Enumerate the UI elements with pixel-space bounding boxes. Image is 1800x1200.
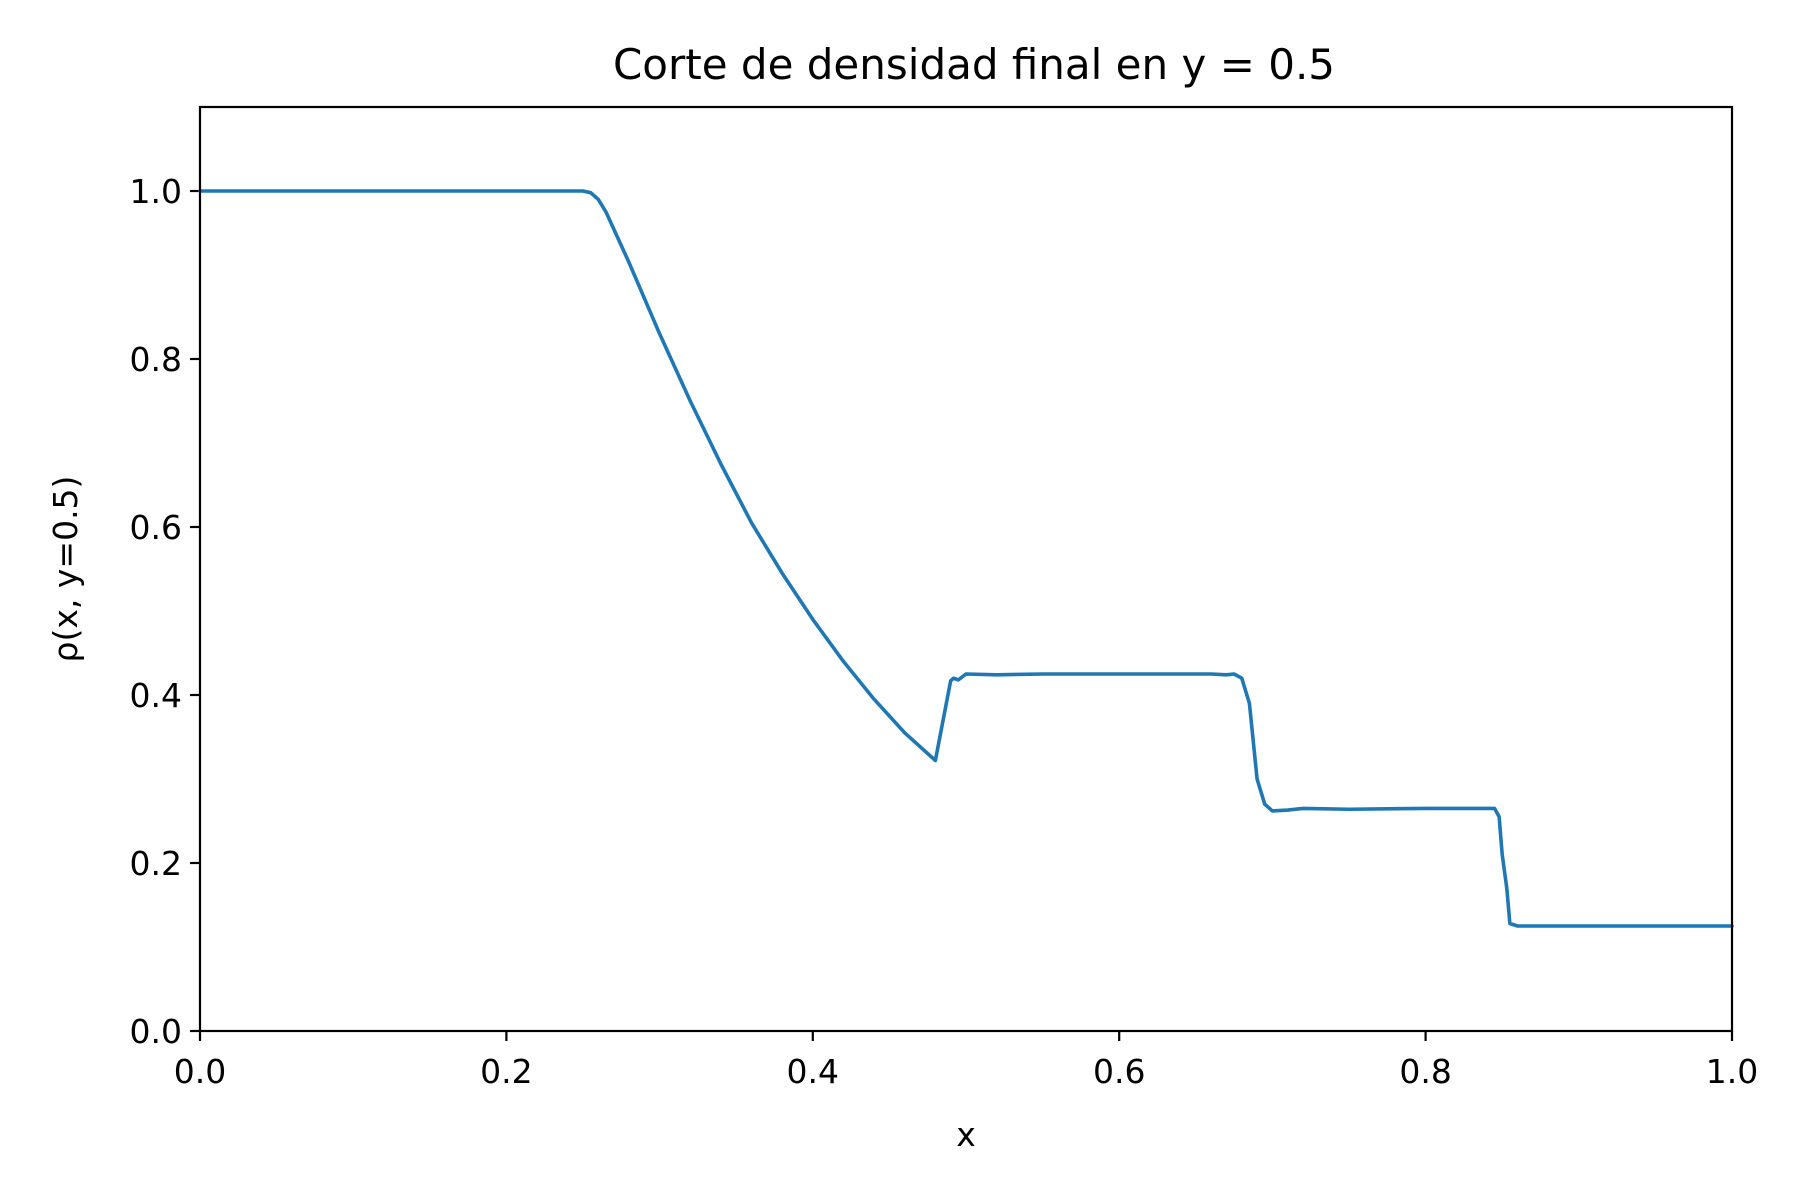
y-tick-label: 0.6 — [130, 508, 182, 547]
y-tick-label: 1.0 — [130, 172, 182, 211]
x-tick-label: 0.2 — [480, 1052, 532, 1091]
x-tick-label: 0.4 — [787, 1052, 839, 1091]
x-axis-label: x — [956, 1115, 976, 1154]
x-tick-label: 0.6 — [1093, 1052, 1145, 1091]
y-tick-label: 0.8 — [130, 340, 182, 379]
y-tick-label: 0.2 — [130, 844, 182, 883]
x-tick-label: 0.0 — [174, 1052, 226, 1091]
y-tick-label: 0.0 — [130, 1012, 182, 1051]
y-axis-ticks: 0.0 0.2 0.4 0.6 0.8 1.0 — [130, 172, 200, 1051]
x-axis-ticks: 0.0 0.2 0.4 0.6 0.8 1.0 — [174, 1031, 1758, 1091]
axes-frame — [198, 105, 1734, 1033]
y-tick-label: 0.4 — [130, 676, 182, 715]
x-tick-label: 0.8 — [1399, 1052, 1451, 1091]
density-series-line — [198, 189, 1734, 928]
y-axis-label: ρ(x, y=0.5) — [46, 476, 85, 663]
x-tick-label: 1.0 — [1706, 1052, 1758, 1091]
plot-area — [198, 189, 1734, 928]
chart-title: Corte de densidad final en y = 0.5 — [613, 40, 1335, 89]
